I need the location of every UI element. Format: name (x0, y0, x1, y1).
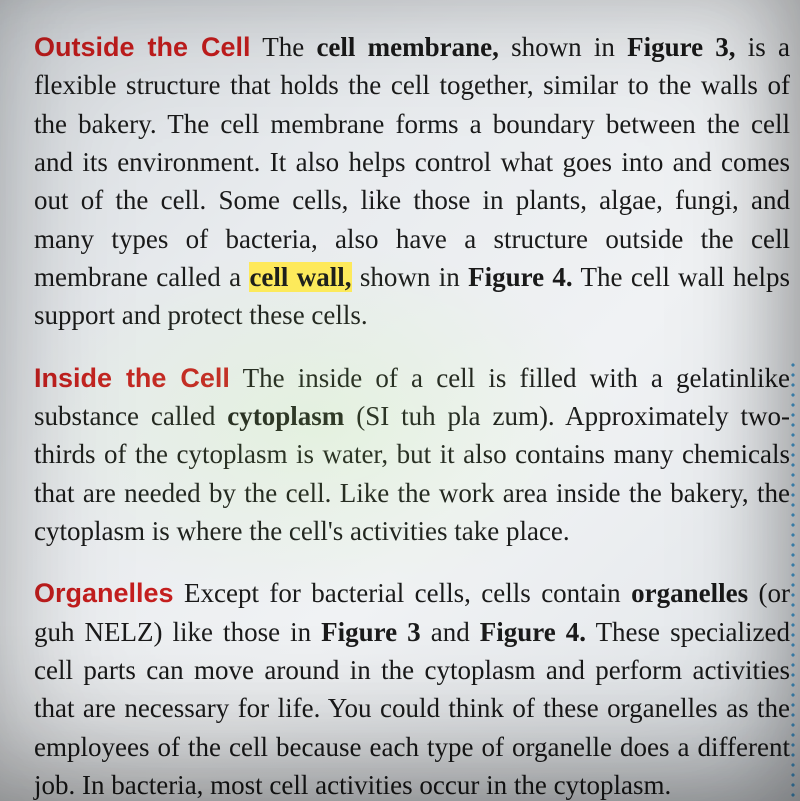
figure-ref-4b: Figure 4. (480, 617, 586, 647)
term-cytoplasm: cytoplasm (227, 401, 344, 431)
term-cell-membrane: cell membrane, (316, 32, 498, 62)
text: and (421, 617, 480, 647)
figure-ref-3b: Figure 3 (321, 617, 421, 647)
dotted-border-right (790, 360, 796, 801)
textbook-page: Outside the Cell The cell membrane, show… (0, 0, 800, 801)
text: shown in (352, 262, 469, 292)
text: is a flexible structure that holds the c… (34, 32, 790, 292)
heading-organelles: Organelles (34, 578, 174, 608)
text: Except for bacterial cells, cells contai… (174, 578, 632, 608)
term-organelles: organelles (631, 578, 748, 608)
paragraph-organelles: Organelles Except for bacterial cells, c… (34, 574, 790, 801)
term-cell-wall-highlight: cell wall, (249, 262, 351, 292)
text: The (251, 32, 317, 62)
figure-ref-4: Figure 4. (468, 262, 573, 292)
text: shown in (499, 32, 627, 62)
paragraph-outside-cell: Outside the Cell The cell membrane, show… (34, 28, 790, 335)
figure-ref-3: Figure 3, (627, 32, 735, 62)
heading-outside-cell: Outside the Cell (34, 32, 251, 62)
heading-inside-cell: Inside the Cell (34, 363, 230, 393)
paragraph-inside-cell: Inside the Cell The inside of a cell is … (34, 359, 790, 551)
